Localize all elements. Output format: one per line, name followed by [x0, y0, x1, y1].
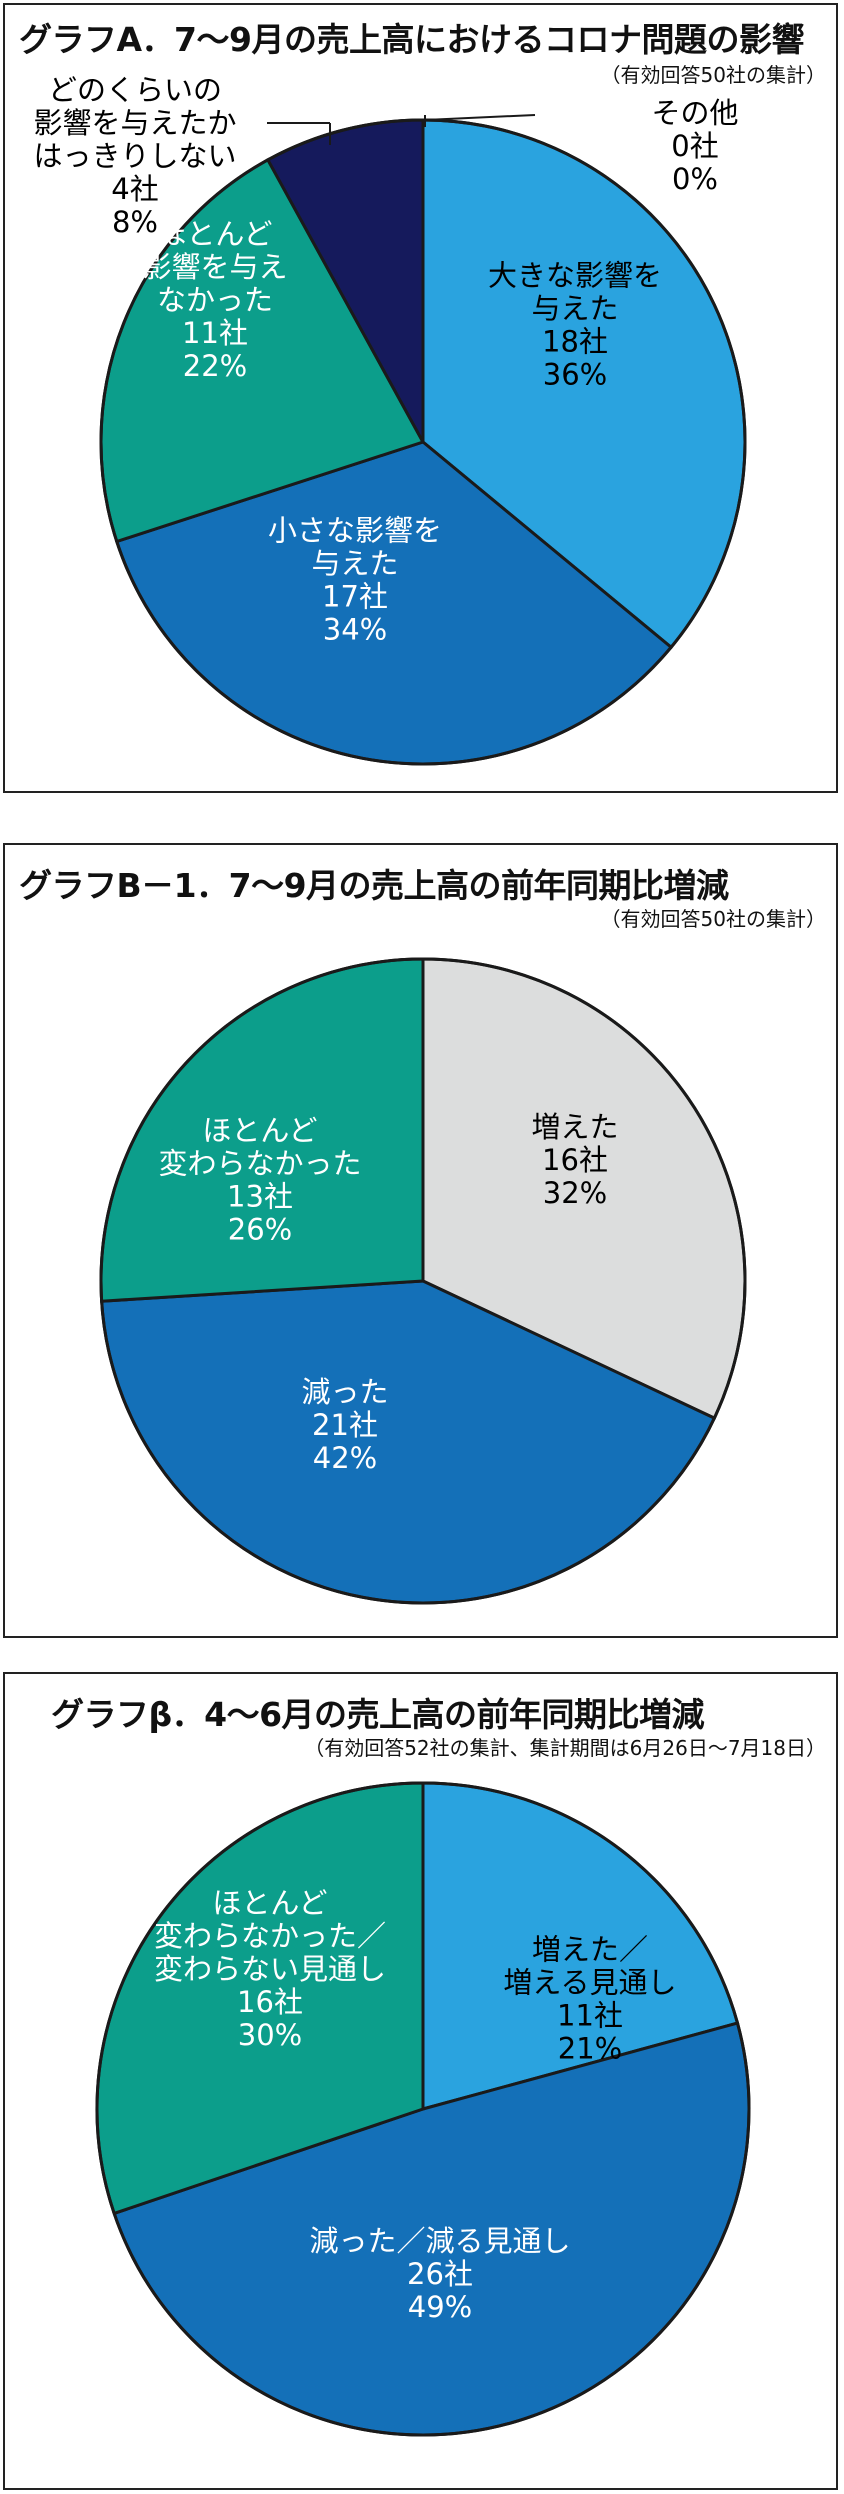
slice-label-line: ほとんど [212, 1886, 327, 1920]
slice-label-line: 与えた [531, 292, 618, 326]
slice-label-line: 36% [543, 358, 607, 392]
slice-label-line: 増える見通し [503, 1966, 676, 2000]
chart-a-title: グラフA．7～9月の売上高におけるコロナ問題の影響 [19, 20, 804, 59]
slice-label-line: 34% [323, 613, 387, 647]
slice-label-line: 4社 [111, 172, 158, 206]
slice-label-line: 11社 [182, 316, 248, 350]
slice-label-line: 13社 [227, 1180, 293, 1214]
slice-label-line: 17社 [322, 580, 388, 614]
slice-label-line: 影響を与えたか [33, 106, 236, 140]
chart-beta-title: グラフβ．4～6月の売上高の前年同期比増減 [51, 1695, 705, 1734]
slice-label-line: 21% [558, 2032, 622, 2066]
slice-label-line: 影響を与え [142, 250, 287, 284]
slice-label-line: 32% [543, 1176, 607, 1210]
chart-b-subtitle: （有効回答50社の集計） [600, 907, 826, 931]
chart-b-title: グラフB－1．7～9月の売上高の前年同期比増減 [19, 866, 729, 905]
slice-label-line: 大きな影響を [488, 259, 662, 293]
slice-label-line: 8% [112, 205, 158, 239]
chart-a-subtitle: （有効回答50社の集計） [600, 63, 826, 87]
slice-label-line: どのくらいの [48, 73, 222, 107]
slice-label-line: その他 [651, 96, 738, 130]
slice-label-line: 0社 [671, 129, 718, 163]
slice-label-line: 22% [183, 349, 247, 383]
slice-label-line: 減った／減る見通し [309, 2224, 570, 2258]
slice-label-line: 増えた [531, 1110, 618, 1144]
chart-a-pie: 大きな影響を与えた18社36%小さな影響を与えた17社34%ほとんど影響を与えな… [33, 73, 747, 766]
slice-label-line: 16社 [237, 1985, 303, 2019]
slice-label-line: 11社 [557, 1999, 623, 2033]
slice-label-line: 変わらない見通し [154, 1952, 386, 1986]
slice-label-line: ほとんど [202, 1114, 317, 1148]
slice-label-line: 49% [408, 2290, 472, 2324]
slice-label-line: 26% [228, 1213, 292, 1247]
slice-label-line: 0% [672, 162, 718, 196]
slice-label-line: 30% [238, 2018, 302, 2052]
chart-panel-a: グラフA．7～9月の売上高におけるコロナ問題の影響 （有効回答50社の集計） 大… [3, 3, 838, 793]
slice-label-line: はっきりしない [33, 139, 236, 173]
chart-panel-beta: グラフβ．4～6月の売上高の前年同期比増減 （有効回答52社の集計、集計期間は6… [3, 1672, 838, 2490]
pie-outline-2 [95, 1781, 751, 2437]
slice-label-line: 21社 [312, 1408, 378, 1442]
slice-label-line: 小さな影響を [268, 514, 442, 548]
pie-outline-0 [99, 118, 747, 766]
chart-beta-subtitle: （有効回答52社の集計、集計期間は6月26日～7月18日） [304, 1736, 826, 1760]
slice-label-line: 16社 [542, 1143, 608, 1177]
slice-label-line: ほとんど [157, 217, 272, 251]
slice-label-line: 18社 [542, 325, 608, 359]
slice-label-line: 変わらなかった／ [154, 1919, 386, 1953]
slice-label-line: 26社 [407, 2257, 473, 2291]
slice-label-line: 増えた／ [532, 1933, 648, 1967]
slice-label-line: 変わらなかった [158, 1147, 361, 1181]
pie-outline-1 [99, 957, 747, 1605]
slice-label-line: なかった [157, 283, 273, 317]
slice-label-line: 与えた [311, 547, 398, 581]
chart-panel-b: グラフB－1．7～9月の売上高の前年同期比増減 （有効回答50社の集計） 増えた… [3, 843, 838, 1638]
slice-label-line: 減った [301, 1375, 388, 1409]
leader-line-0-4 [424, 114, 536, 121]
slice-label-line: 42% [313, 1441, 377, 1475]
